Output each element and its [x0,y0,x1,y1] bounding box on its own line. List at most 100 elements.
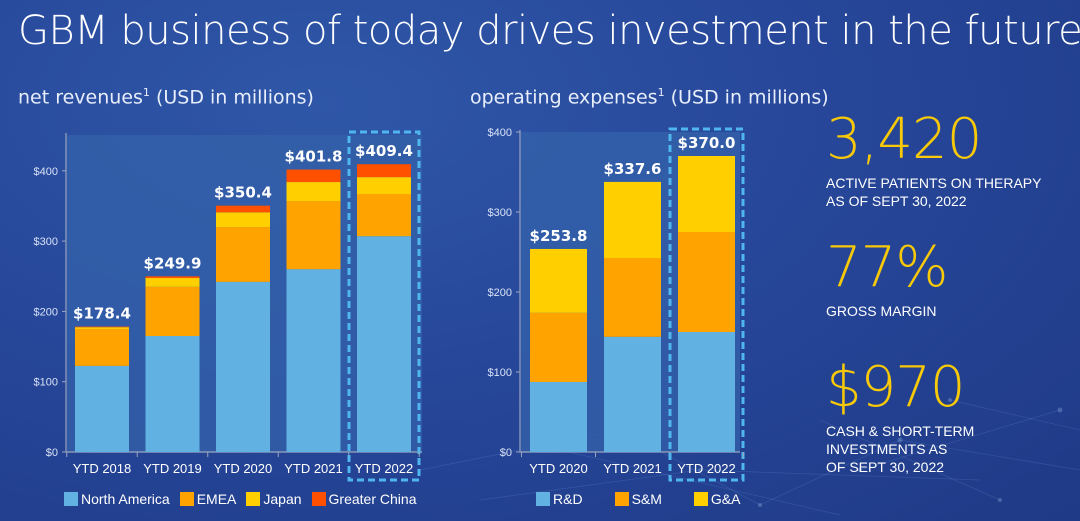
legend-label: Greater China [328,491,417,507]
legend-label: Japan [263,491,302,507]
x-category-label: YTD 2021 [603,461,662,476]
bar-segment-japan [357,177,411,194]
x-category-label: YTD 2020 [214,461,273,476]
bar-total-label: $350.4 [214,184,272,202]
kpi-caption-line: OF SEPT 30, 2022 [826,459,945,475]
revenue-chart-title-text: net revenues [18,86,143,109]
legend-item: R&D [536,491,583,507]
legend-item: S&M [614,491,662,507]
bar-segment-g-a [678,156,735,232]
y-tick-label: $400 [34,166,58,178]
kpi-active-patients: 3,420 ACTIVE PATIENTS ON THERAPY AS OF S… [826,112,1041,210]
bar-segment-emea [357,193,411,237]
bar-segment-emea [145,286,200,337]
footnote-marker: 1 [142,86,150,99]
y-tick-label: $300 [488,207,512,219]
revenue-chart-title: net revenues1 (USD in millions) [18,86,314,108]
kpi-caption-line: INVESTMENTS AS [826,441,948,457]
revenue-legend: North America EMEA Japan Greater China [64,491,426,507]
bar-total-label: $409.4 [355,142,413,160]
bar-total-label: $249.9 [144,254,202,272]
kpi-value: 3,420 [826,107,982,172]
y-tick-label: $0 [500,447,512,459]
legend-label: R&D [553,491,583,507]
y-tick-label: $100 [34,377,58,389]
bar-segment-north-america [357,236,411,452]
y-tick-label: $200 [488,287,512,299]
legend-swatch [311,492,326,506]
kpi-caption-line: CASH & SHORT-TERM [826,423,975,439]
bar-segment-s-m [678,232,735,332]
bar-segment-r-d [530,382,587,452]
bar-segment-japan [145,278,200,287]
x-category-label: YTD 2021 [284,461,343,476]
bar-segment-north-america [75,365,129,452]
opex-chart-title: operating expenses1 (USD in millions) [470,86,829,108]
legend-item: Japan [246,491,302,507]
bar-segment-s-m [530,312,587,382]
kpi-caption: GROSS MARGIN [826,302,947,320]
x-category-label: YTD 2022 [355,461,414,476]
bar-segment-emea [216,227,270,282]
legend-swatch [536,492,550,506]
legend-label: EMEA [196,491,237,507]
x-category-label: YTD 2019 [143,461,202,476]
bar-segment-japan [286,182,341,202]
opex-chart-title-units: (USD in millions) [664,86,829,109]
kpi-caption-line: AS OF SEPT 30, 2022 [826,193,967,209]
kpi-value: 77% [826,235,948,300]
legend-item: EMEA [179,491,237,507]
bar-segment-r-d [604,336,661,452]
kpi-caption: CASH & SHORT-TERM INVESTMENTS AS OF SEPT… [826,422,974,476]
legend-swatch [693,492,708,506]
x-category-label: YTD 2018 [73,461,132,476]
footnote-marker: 1 [657,86,665,99]
revenue-chart-title-units: (USD in millions) [149,86,314,109]
legend-item: North America [64,491,170,507]
bar-segment-greater-china [216,205,270,213]
opex-chart: $0 $100 $200 $300 $400 $253.8 YTD 2020 $337.6 YT… [488,127,745,482]
kpi-caption-line: GROSS MARGIN [826,303,937,319]
bar-segment-japan [75,327,129,329]
legend-swatch [64,492,78,506]
y-tick-label: $200 [34,306,58,318]
bar-segment-greater-china [75,326,129,328]
bar-total-label: $370.0 [678,134,736,152]
bar-segment-emea [286,201,341,270]
bar-total-label: $401.8 [285,148,343,166]
bar-segment-s-m [604,258,661,337]
bar-segment-north-america [145,336,200,452]
legend-label: North America [81,491,170,507]
bar-segment-greater-china [357,164,411,178]
bar-segment-greater-china [145,276,200,279]
y-tick-label: $400 [488,127,512,139]
legend-label: G&A [710,491,741,507]
kpi-gross-margin: 77% GROSS MARGIN [826,235,948,320]
bar-segment-japan [216,212,270,228]
bar-segment-r-d [678,332,735,452]
bar-total-label: $337.6 [604,160,662,178]
legend-label: S&M [631,491,662,507]
x-category-label: YTD 2020 [529,461,588,476]
bar-total-label: $253.8 [530,227,588,245]
legend-swatch [179,492,194,506]
bar-segment-north-america [286,269,341,452]
bar-segment-north-america [216,281,270,452]
y-tick-label: $100 [488,367,512,379]
opex-legend: R&D S&M G&A [536,491,772,507]
kpi-caption-line: ACTIVE PATIENTS ON THERAPY [826,175,1042,191]
x-category-label: YTD 2022 [677,461,736,476]
kpi-caption: ACTIVE PATIENTS ON THERAPY AS OF SEPT 30… [826,174,1041,210]
bar-segment-g-a [530,248,587,313]
slide-title: GBM business of today drives investment … [18,8,1080,54]
kpi-cash-investments: $970 CASH & SHORT-TERM INVESTMENTS AS OF… [826,360,974,476]
bar-segment-emea [75,328,129,366]
opex-chart-title-text: operating expenses [470,86,658,109]
legend-item: G&A [693,491,741,507]
legend-item: Greater China [311,491,417,507]
bar-total-label: $178.4 [73,305,131,323]
y-tick-label: $0 [46,447,58,459]
bar-segment-greater-china [286,169,341,183]
y-tick-label: $300 [34,236,58,248]
